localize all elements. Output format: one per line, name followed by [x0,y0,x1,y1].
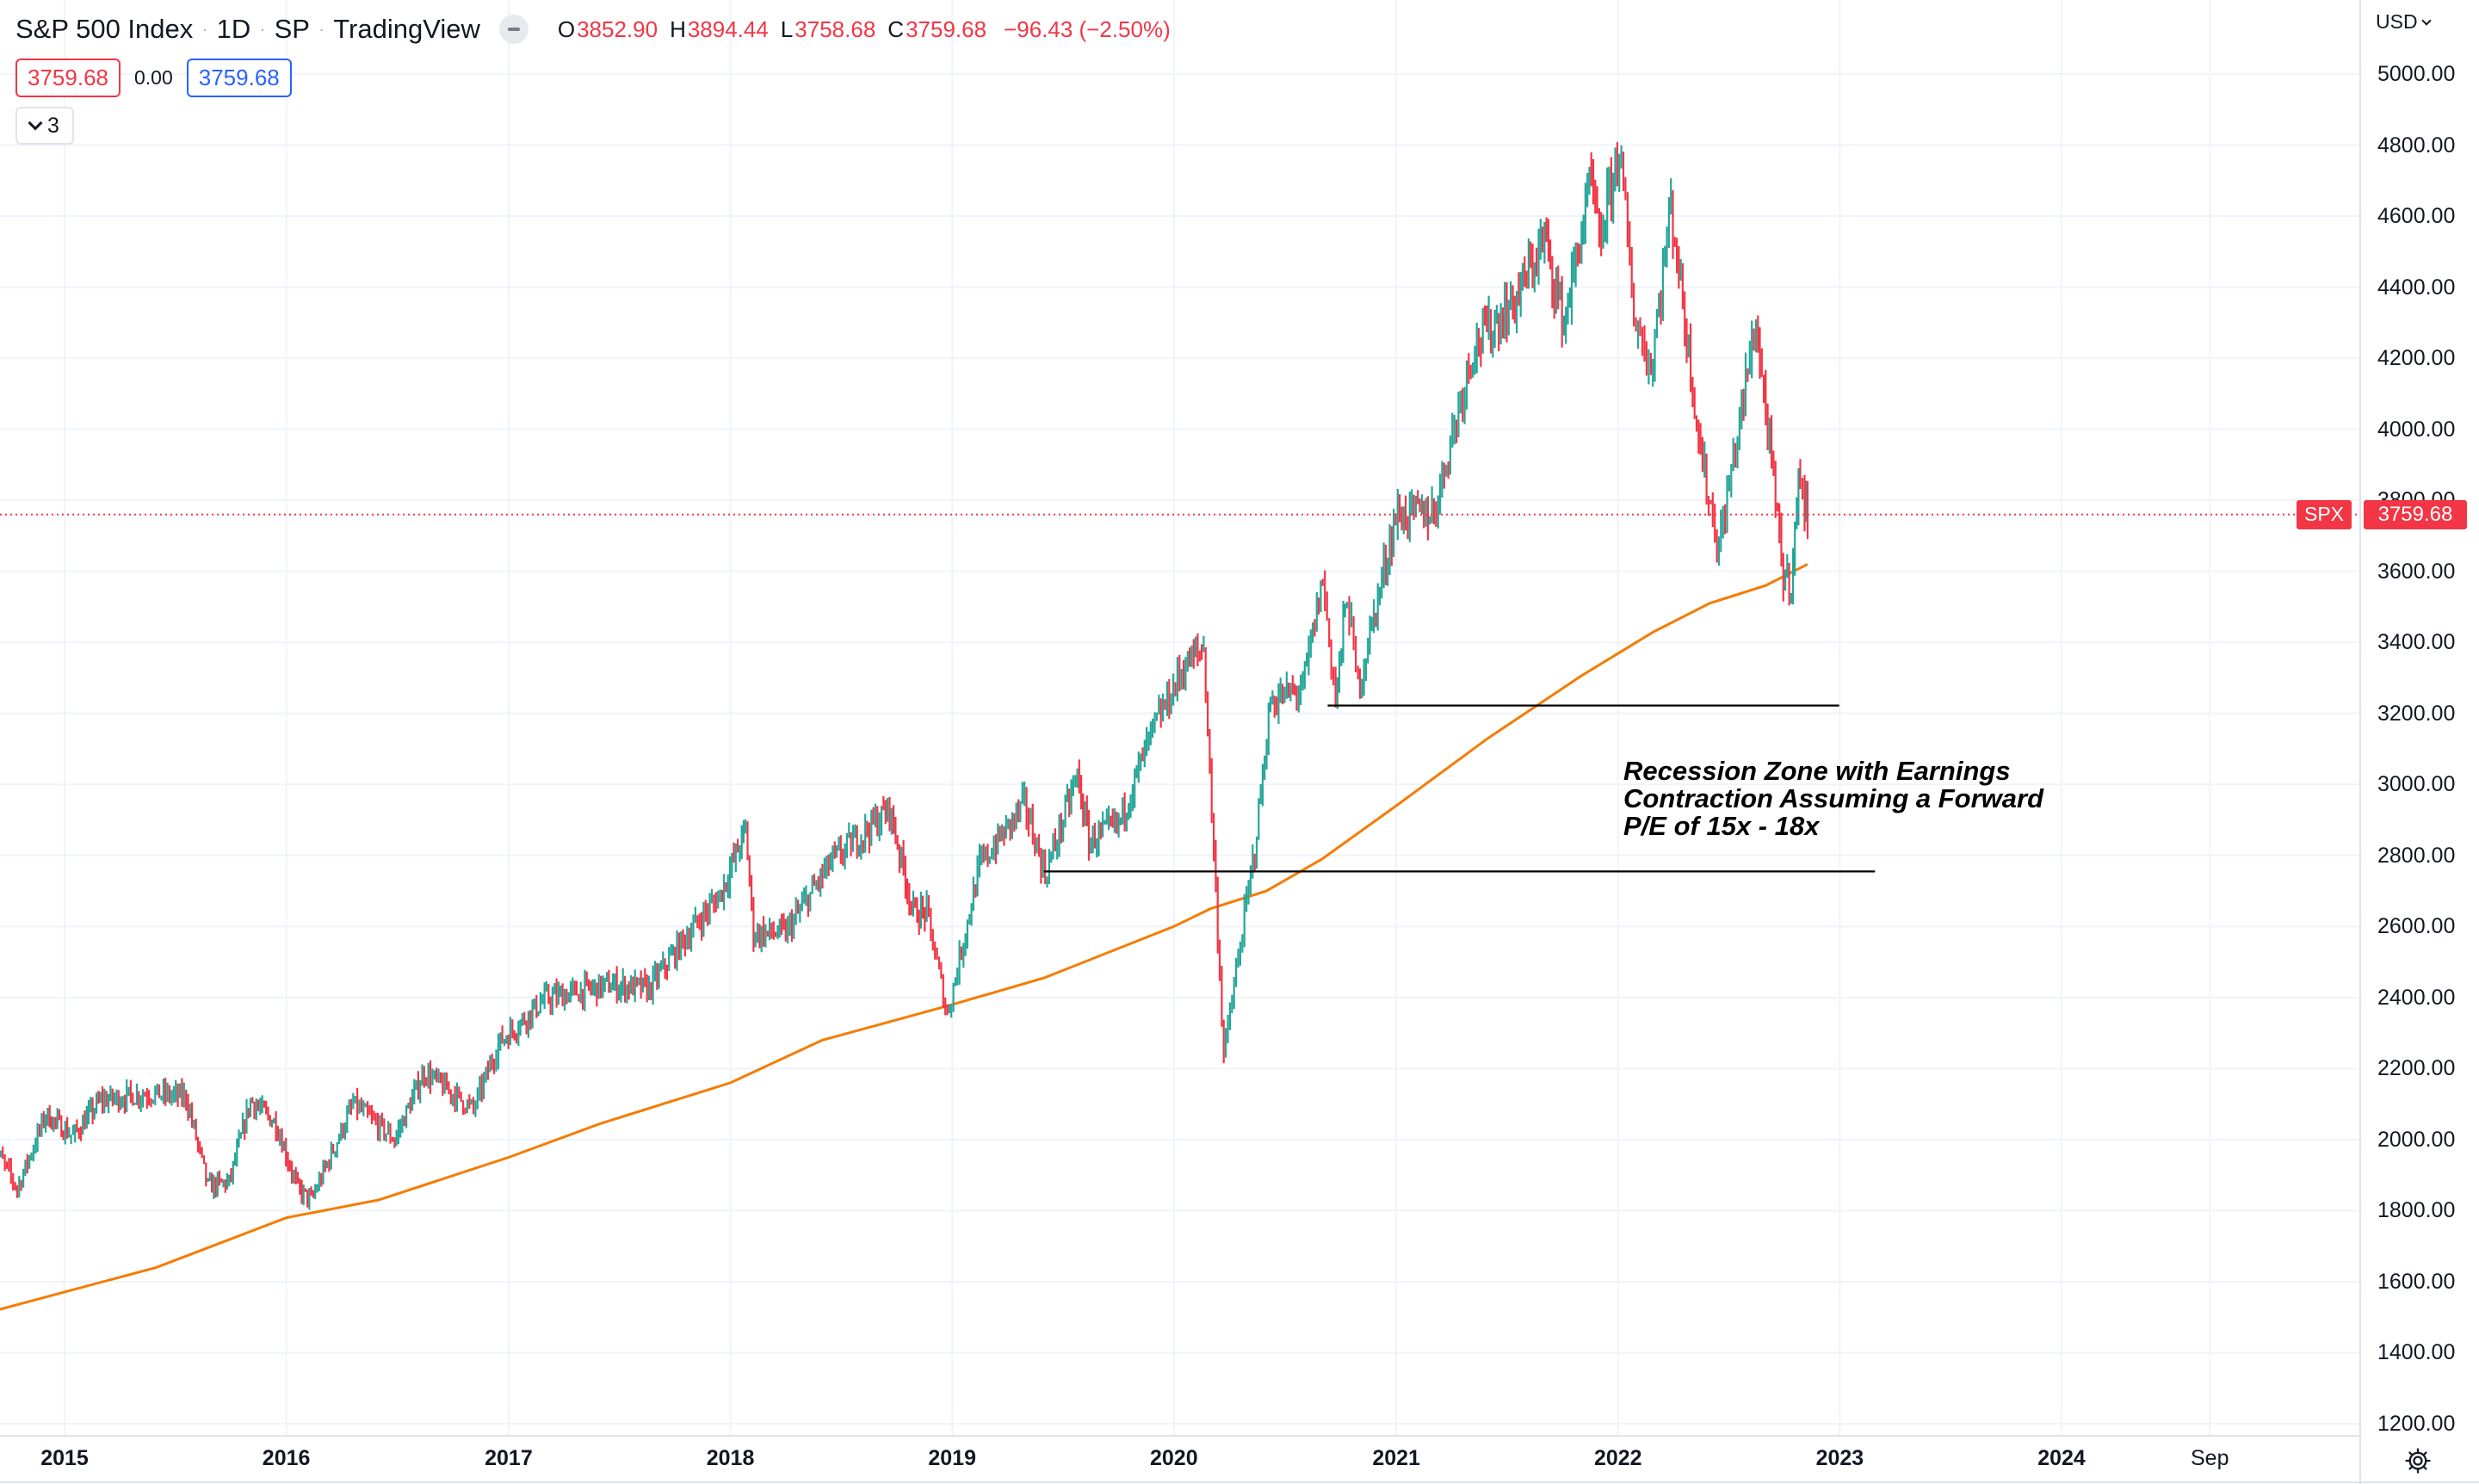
time-tick-label: 2017 [485,1446,533,1470]
time-tick-label: 2023 [1815,1446,1864,1470]
spread-value: 0.00 [133,65,173,89]
time-tick-label: 2016 [262,1446,311,1470]
support-lines-layer [1043,704,1876,873]
chart-header: S&P 500 Index · 1D · SP · TradingView O3… [15,12,1171,46]
price-tick-label: 4400.00 [2377,275,2456,300]
ohlc-values: O3852.90 H3894.44 L3758.68 C3759.68 −96.… [558,16,1171,43]
price-tick-label: 2000.00 [2377,1127,2456,1152]
close-key: C [887,15,905,42]
last-price-tag: 3759.68 [2364,499,2467,529]
price-tick-label: 3000.00 [2377,772,2456,797]
close-value: 3759.68 [906,15,987,42]
symbol-name[interactable]: S&P 500 Index [15,14,194,44]
down-candles [2,142,1809,1208]
change-value: −96.43 (−2.50%) [1004,15,1171,42]
price-tick-label: 4800.00 [2377,133,2456,158]
low-value: 3758.68 [794,15,876,42]
price-tick-label: 5000.00 [2377,62,2456,86]
price-tick-label: 3200.00 [2377,701,2456,726]
price-tick-label: 2800.00 [2377,843,2456,868]
price-tick-label: 1400.00 [2377,1340,2456,1365]
annotation-line: Recession Zone with Earnings [1623,756,2011,786]
currency-selector[interactable]: USD [2376,10,2432,34]
price-tick-label: 2600.00 [2377,914,2456,939]
gear-icon[interactable] [2403,1446,2433,1475]
source-label: TradingView [333,14,480,44]
price-tick-label: 1600.00 [2377,1269,2456,1294]
annotation-line: Contraction Assuming a Forward [1623,783,2044,813]
interval-label[interactable]: 1D [216,14,251,44]
separator-dot: · [318,18,325,40]
trade-row: 3759.68 0.00 3759.68 [15,58,292,97]
open-value: 3852.90 [577,15,658,42]
indicators-count: 3 [47,113,59,138]
open-key: O [557,15,576,42]
time-tick-label: 2015 [40,1446,89,1470]
annotation-line: P/E of 15x - 18x [1623,811,1820,841]
time-tick-label: 2021 [1372,1446,1420,1470]
chart-annotation[interactable]: Recession Zone with Earnings Contraction… [1623,757,2105,840]
candles-layer [0,142,1809,1210]
hide-legend-icon[interactable] [498,15,529,44]
time-tick-label: 2019 [928,1446,976,1470]
moving-average-line [0,563,1808,1311]
price-tick-label: 3400.00 [2377,630,2456,655]
low-key: L [780,15,794,42]
price-tick-label: 4000.00 [2377,417,2456,442]
high-value: 3894.44 [687,15,769,42]
symbol-price-tag: SPX [2297,499,2352,529]
price-tick-label: 2200.00 [2377,1056,2456,1081]
price-tick-label: 1800.00 [2377,1198,2456,1223]
time-tick-label: 2022 [1593,1446,1642,1470]
currency-label: USD [2376,10,2418,33]
chevron-down-icon [2420,15,2432,26]
moving-average-layer [0,563,1808,1311]
exchange-label: SP [274,14,310,44]
time-tick-label: 2024 [2037,1446,2086,1470]
price-tick-label: 1200.00 [2377,1412,2456,1436]
separator-dot: · [201,18,208,40]
high-key: H [670,15,686,42]
separator-dot: · [259,18,266,40]
buy-button[interactable]: 3759.68 [186,58,292,97]
time-tick-label: 2020 [1150,1446,1198,1470]
chevron-down-icon [28,115,43,131]
sell-button[interactable]: 3759.68 [15,58,121,97]
price-tick-label: 4200.00 [2377,346,2456,371]
up-candles [0,145,1808,1210]
time-tick-label: Sep [2190,1446,2229,1470]
price-tick-label: 2400.00 [2377,985,2456,1010]
time-tick-label: 2018 [706,1446,755,1470]
indicators-toggle-button[interactable]: 3 [15,107,74,145]
price-tick-label: 4600.00 [2377,204,2456,229]
price-tick-label: 3600.00 [2377,559,2456,584]
chart-grid [0,0,2360,1436]
